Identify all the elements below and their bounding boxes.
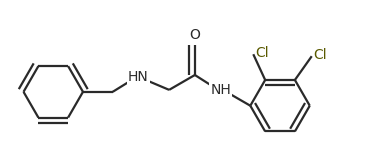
Text: Cl: Cl: [255, 46, 269, 60]
Text: NH: NH: [210, 83, 231, 97]
Text: O: O: [190, 28, 200, 42]
Text: Cl: Cl: [314, 48, 327, 62]
Text: HN: HN: [128, 70, 149, 84]
